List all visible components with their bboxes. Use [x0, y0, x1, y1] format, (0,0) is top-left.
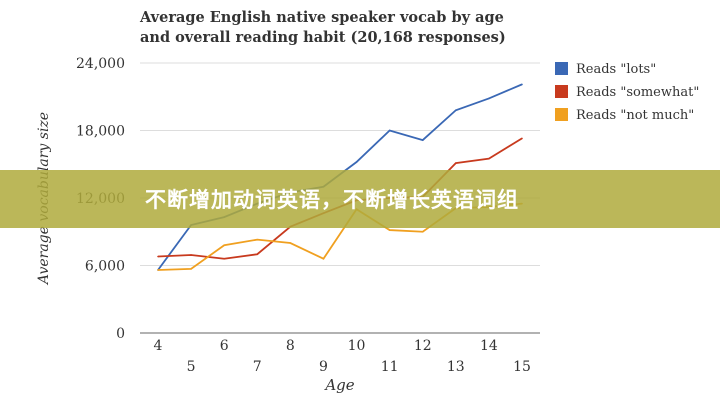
x-tick-label: 7 [253, 359, 262, 375]
data-point [455, 109, 457, 112]
legend-label: Reads "somewhat" [576, 85, 699, 100]
data-point [488, 157, 490, 160]
data-point [322, 257, 325, 260]
data-point [256, 238, 259, 241]
overlay-banner: 不断增加动词英语，不断增长英语词组 [0, 170, 720, 228]
y-tick-label: 24,000 [76, 56, 125, 72]
data-point [223, 257, 225, 260]
data-point [488, 97, 490, 100]
chart-title-line-2: and overall reading habit (20,168 respon… [140, 29, 506, 46]
data-point [355, 161, 358, 163]
x-tick-label: 9 [319, 359, 328, 375]
x-tick-label: 4 [154, 338, 163, 354]
data-point [289, 242, 292, 244]
data-point [256, 253, 259, 256]
data-point [388, 129, 391, 132]
legend-swatch [555, 108, 568, 121]
x-tick-label: 15 [513, 359, 531, 375]
data-point [421, 230, 424, 233]
data-point [223, 244, 225, 247]
x-tick-label: 12 [414, 338, 432, 354]
banner-text: 不断增加动词英语，不断增长英语词组 [145, 188, 519, 212]
data-point [157, 269, 159, 271]
x-tick-label: 8 [286, 338, 295, 354]
legend-swatch [555, 62, 568, 75]
y-tick-label: 18,000 [76, 124, 125, 140]
x-axis-label: Age [323, 376, 354, 394]
y-tick-label: 6,000 [85, 259, 125, 275]
data-point [190, 268, 192, 270]
data-point [455, 162, 457, 164]
data-point [521, 137, 523, 140]
data-point [388, 229, 391, 231]
chart-title-line-1: Average English native speaker vocab by … [140, 9, 504, 26]
data-point [190, 254, 192, 256]
x-tick-label: 6 [220, 338, 229, 354]
x-tick-label: 14 [480, 338, 498, 354]
legend-swatch [555, 85, 568, 98]
x-tick-label: 5 [187, 359, 196, 375]
data-point [521, 83, 523, 86]
legend-label: Reads "not much" [576, 108, 694, 123]
data-point [157, 255, 159, 258]
x-tick-label: 10 [348, 338, 366, 354]
legend-label: Reads "lots" [576, 62, 656, 77]
y-tick-label: 0 [116, 326, 125, 342]
x-tick-label: 13 [447, 359, 465, 375]
x-tick-label: 11 [381, 359, 399, 375]
chart-title: Average English native speaker vocab by … [140, 8, 506, 48]
data-point [421, 139, 424, 141]
